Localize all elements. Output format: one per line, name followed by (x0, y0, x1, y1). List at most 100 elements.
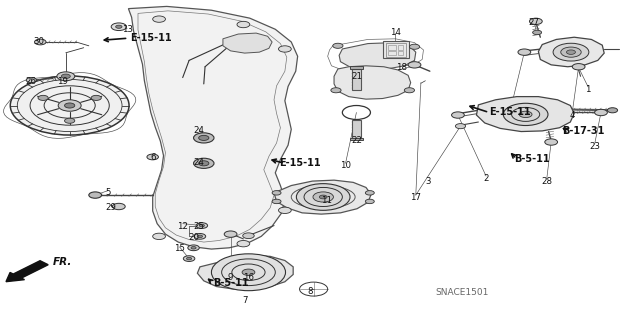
Text: 27: 27 (529, 19, 540, 27)
Polygon shape (334, 66, 411, 99)
Text: 7: 7 (242, 296, 248, 305)
Text: 13: 13 (122, 25, 132, 34)
Text: 15: 15 (174, 244, 185, 253)
Text: 24: 24 (193, 158, 204, 167)
Text: 23: 23 (589, 142, 600, 151)
Bar (350, 66, 363, 69)
Text: B-17-31: B-17-31 (562, 126, 604, 136)
Circle shape (116, 25, 122, 28)
Circle shape (91, 95, 101, 100)
Circle shape (113, 203, 125, 210)
Bar (350, 138, 363, 140)
Text: 24: 24 (193, 126, 204, 135)
Circle shape (57, 72, 75, 81)
Polygon shape (129, 6, 298, 249)
Circle shape (237, 21, 250, 28)
Circle shape (607, 108, 618, 113)
Circle shape (211, 254, 285, 291)
Text: 11: 11 (321, 196, 332, 205)
Circle shape (452, 112, 465, 118)
Bar (352, 69, 361, 90)
Circle shape (188, 245, 199, 251)
Circle shape (196, 223, 207, 228)
Circle shape (313, 192, 333, 202)
Circle shape (35, 39, 46, 45)
Circle shape (58, 100, 81, 111)
Bar (352, 121, 361, 138)
Circle shape (237, 241, 250, 247)
Circle shape (545, 139, 557, 145)
Circle shape (595, 109, 607, 116)
Circle shape (529, 18, 542, 25)
Circle shape (198, 161, 209, 166)
Circle shape (183, 256, 195, 262)
Text: 14: 14 (390, 28, 401, 37)
Text: 17: 17 (410, 193, 421, 202)
Circle shape (553, 43, 589, 61)
FancyArrow shape (6, 261, 48, 282)
Circle shape (224, 231, 237, 237)
Text: E-15-11: E-15-11 (279, 158, 321, 168)
Text: E-15-11: E-15-11 (130, 33, 172, 43)
Text: 6: 6 (150, 153, 156, 162)
Circle shape (410, 44, 420, 49)
Circle shape (561, 47, 581, 57)
Text: B-5-11: B-5-11 (212, 278, 248, 288)
Text: 22: 22 (351, 136, 362, 145)
Text: SNACE1501: SNACE1501 (435, 288, 488, 297)
Text: FR.: FR. (53, 257, 72, 267)
Text: 9: 9 (228, 272, 234, 281)
Text: 16: 16 (243, 272, 254, 281)
Text: 30: 30 (33, 38, 45, 47)
Text: 5: 5 (105, 188, 111, 197)
Circle shape (10, 76, 129, 135)
Circle shape (38, 95, 48, 100)
Circle shape (61, 74, 70, 78)
Circle shape (111, 23, 127, 31)
Circle shape (331, 88, 341, 93)
Text: 20: 20 (188, 233, 199, 242)
Text: B-5-11: B-5-11 (514, 154, 550, 164)
Text: 3: 3 (426, 177, 431, 186)
Polygon shape (339, 43, 416, 70)
Circle shape (503, 103, 548, 125)
Text: 12: 12 (177, 222, 188, 231)
Circle shape (518, 49, 531, 55)
Circle shape (147, 154, 159, 160)
Circle shape (153, 233, 166, 240)
Polygon shape (223, 33, 272, 53)
Circle shape (191, 247, 196, 249)
Circle shape (566, 50, 575, 54)
Circle shape (193, 133, 214, 143)
Text: 2: 2 (483, 174, 489, 183)
Circle shape (365, 191, 374, 195)
Text: 29: 29 (105, 203, 116, 212)
Circle shape (272, 191, 281, 195)
Polygon shape (476, 97, 574, 131)
Text: 8: 8 (308, 287, 313, 296)
Circle shape (408, 62, 421, 68)
Circle shape (65, 103, 75, 108)
Circle shape (199, 224, 204, 227)
Circle shape (272, 199, 281, 204)
Circle shape (532, 30, 541, 35)
Circle shape (26, 78, 36, 83)
Text: 1: 1 (586, 85, 591, 94)
Circle shape (278, 207, 291, 213)
Bar (398, 50, 403, 55)
Text: 25: 25 (193, 222, 204, 231)
Text: 28: 28 (541, 177, 552, 186)
Circle shape (186, 257, 191, 260)
Text: 19: 19 (57, 77, 68, 86)
Circle shape (242, 269, 255, 275)
Circle shape (278, 46, 291, 52)
Circle shape (153, 16, 166, 22)
Circle shape (319, 195, 327, 199)
Bar (388, 50, 396, 55)
Bar (398, 45, 403, 50)
Circle shape (333, 43, 343, 48)
Circle shape (243, 233, 254, 239)
Circle shape (89, 192, 102, 198)
Circle shape (519, 111, 532, 118)
Circle shape (365, 199, 374, 204)
